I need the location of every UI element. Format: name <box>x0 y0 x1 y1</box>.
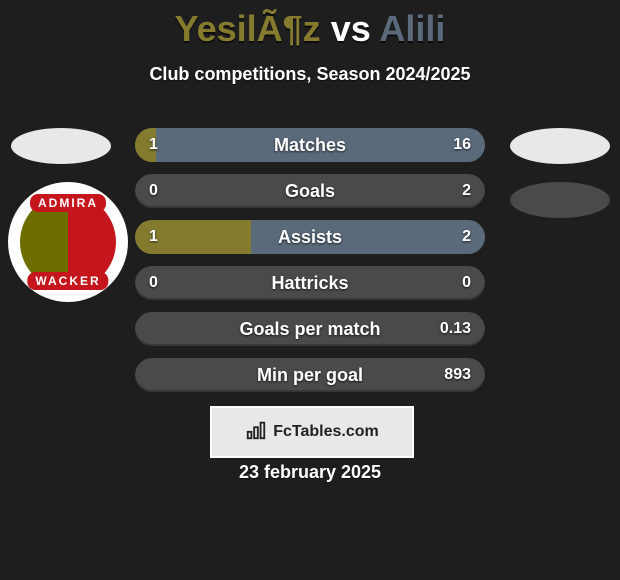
stat-label: Min per goal <box>135 358 485 392</box>
badge-top-text: ADMIRA <box>30 194 106 212</box>
player2-flag-oval <box>510 128 610 164</box>
player1-flag-oval <box>11 128 111 164</box>
page-title: YesilÃ¶z vs Alili <box>0 8 620 50</box>
date-label: 23 february 2025 <box>0 462 620 483</box>
stat-label: Goals <box>135 174 485 208</box>
stat-label: Goals per match <box>135 312 485 346</box>
stat-row: 893Min per goal <box>135 358 485 392</box>
stat-bars: 116Matches 02Goals 12Assists 00Hattricks 0.1… <box>135 128 485 404</box>
stat-label: Hattricks <box>135 266 485 300</box>
stat-row: 0.13Goals per match <box>135 312 485 346</box>
stat-row: 02Goals <box>135 174 485 208</box>
branding-text: FcTables.com <box>273 423 379 441</box>
player1-club-badge: ADMIRA WACKER <box>8 182 128 302</box>
subtitle: Club competitions, Season 2024/2025 <box>0 64 620 85</box>
badge-bottom-text: WACKER <box>27 272 108 290</box>
stat-row: 00Hattricks <box>135 266 485 300</box>
right-column <box>507 128 612 236</box>
stat-label: Matches <box>135 128 485 162</box>
stat-row: 12Assists <box>135 220 485 254</box>
comparison-card: YesilÃ¶z vs Alili Club competitions, Sea… <box>0 8 620 580</box>
left-column: ADMIRA WACKER <box>8 128 113 302</box>
stat-label: Assists <box>135 220 485 254</box>
stat-row: 116Matches <box>135 128 485 162</box>
branding-box: FcTables.com <box>210 406 414 458</box>
player2-club-oval <box>510 182 610 218</box>
chart-icon <box>245 419 267 446</box>
